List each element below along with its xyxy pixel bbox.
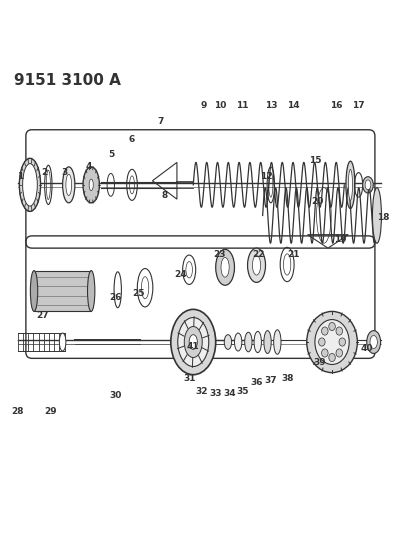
Ellipse shape <box>88 271 95 311</box>
Ellipse shape <box>224 335 232 349</box>
Ellipse shape <box>19 158 41 212</box>
Text: 7: 7 <box>157 117 164 126</box>
Text: 26: 26 <box>109 293 122 302</box>
Ellipse shape <box>254 332 261 353</box>
Ellipse shape <box>245 332 252 352</box>
Text: 38: 38 <box>281 374 293 383</box>
Text: 14: 14 <box>287 101 300 110</box>
Ellipse shape <box>23 164 37 206</box>
Ellipse shape <box>367 330 381 353</box>
Ellipse shape <box>189 335 197 349</box>
Ellipse shape <box>315 320 349 365</box>
Ellipse shape <box>59 333 66 351</box>
Text: 5: 5 <box>109 150 115 159</box>
Ellipse shape <box>329 322 335 330</box>
Ellipse shape <box>336 349 342 357</box>
Text: 17: 17 <box>352 101 365 110</box>
Text: 41: 41 <box>187 342 200 351</box>
Text: 36: 36 <box>250 378 263 387</box>
Ellipse shape <box>235 333 242 351</box>
Text: 11: 11 <box>236 101 249 110</box>
Ellipse shape <box>247 248 266 282</box>
Ellipse shape <box>216 249 235 285</box>
Text: 32: 32 <box>195 386 208 395</box>
Ellipse shape <box>252 255 261 275</box>
Text: 15: 15 <box>309 156 322 165</box>
Ellipse shape <box>274 330 281 354</box>
Ellipse shape <box>178 318 209 367</box>
Ellipse shape <box>66 174 72 196</box>
Text: 19: 19 <box>334 236 346 245</box>
Ellipse shape <box>62 167 75 203</box>
Bar <box>34 271 91 311</box>
Text: 8: 8 <box>162 191 168 199</box>
Ellipse shape <box>307 311 357 373</box>
Text: 1: 1 <box>16 172 23 181</box>
Text: 40: 40 <box>360 344 373 353</box>
Text: 25: 25 <box>132 288 144 297</box>
Text: 31: 31 <box>183 374 195 383</box>
Text: 9151 3100 A: 9151 3100 A <box>14 72 120 87</box>
Ellipse shape <box>372 188 381 243</box>
Ellipse shape <box>264 330 271 353</box>
Ellipse shape <box>171 309 216 375</box>
Ellipse shape <box>370 335 377 349</box>
Text: 3: 3 <box>62 168 68 177</box>
Ellipse shape <box>363 177 373 193</box>
Text: 9: 9 <box>200 101 207 110</box>
Text: 10: 10 <box>214 101 226 110</box>
Text: 27: 27 <box>36 311 48 320</box>
Text: 21: 21 <box>287 250 300 259</box>
Text: 34: 34 <box>224 389 236 398</box>
Ellipse shape <box>336 327 342 335</box>
Text: 29: 29 <box>44 407 57 416</box>
Text: 28: 28 <box>12 407 24 416</box>
Text: 16: 16 <box>330 101 342 110</box>
Ellipse shape <box>349 169 353 200</box>
Ellipse shape <box>184 327 202 358</box>
Text: 30: 30 <box>109 391 122 400</box>
Text: 22: 22 <box>252 250 265 259</box>
Ellipse shape <box>30 271 38 311</box>
Ellipse shape <box>321 349 328 357</box>
Ellipse shape <box>221 257 229 277</box>
Ellipse shape <box>89 179 93 191</box>
Text: 39: 39 <box>314 358 326 367</box>
Text: 37: 37 <box>265 376 277 385</box>
Ellipse shape <box>346 161 355 208</box>
Ellipse shape <box>321 327 328 335</box>
Ellipse shape <box>339 338 346 346</box>
Text: 35: 35 <box>236 386 249 395</box>
Text: 20: 20 <box>312 197 324 206</box>
Text: 33: 33 <box>210 389 222 398</box>
Text: 23: 23 <box>214 250 226 259</box>
Text: 18: 18 <box>377 213 389 222</box>
Text: 12: 12 <box>261 172 273 181</box>
Ellipse shape <box>329 353 335 361</box>
Ellipse shape <box>83 167 99 203</box>
Text: 24: 24 <box>175 270 187 279</box>
Text: 4: 4 <box>86 162 92 171</box>
Ellipse shape <box>365 180 371 190</box>
Ellipse shape <box>319 338 325 346</box>
Text: 2: 2 <box>41 168 47 177</box>
Text: 6: 6 <box>129 135 135 144</box>
Text: 13: 13 <box>265 101 277 110</box>
